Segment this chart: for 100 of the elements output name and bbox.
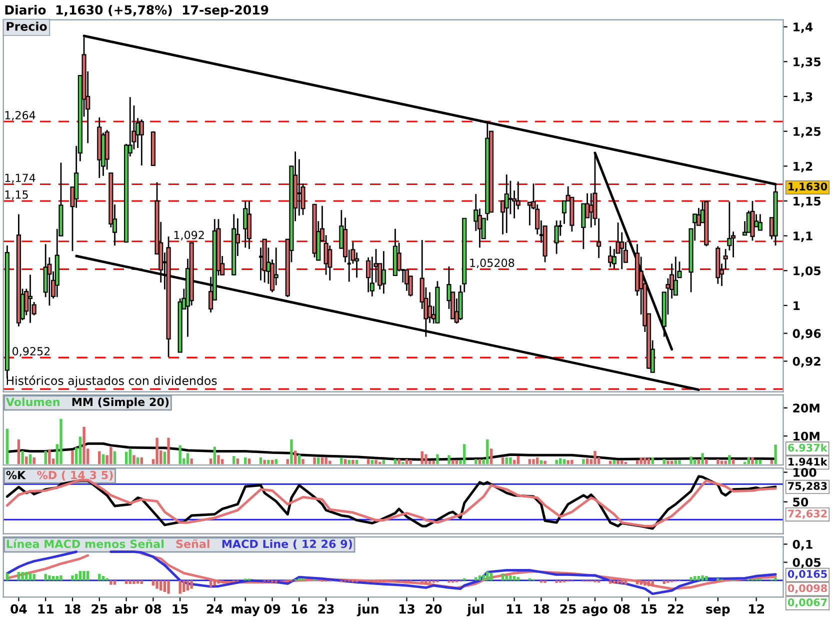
- bar: [78, 570, 82, 580]
- bar: [110, 580, 112, 585]
- x-tick-label: 04: [10, 604, 27, 614]
- bar: [102, 576, 105, 580]
- annotation: Históricos ajustados con dividendos: [6, 375, 217, 388]
- candlestick: [673, 256, 678, 296]
- bar: [98, 574, 101, 580]
- bar: [662, 580, 666, 584]
- bar: [512, 576, 516, 580]
- bar: [290, 439, 293, 464]
- candlestick: [554, 220, 559, 255]
- bar: [6, 428, 9, 464]
- bar: [716, 459, 720, 464]
- candlestick: [723, 248, 728, 270]
- y-tick-label: 1,35: [794, 57, 821, 68]
- bar: [694, 459, 696, 464]
- ref-line-label: 1,264: [5, 110, 36, 121]
- y-axis-title: Precio: [6, 22, 47, 31]
- bar: [163, 580, 166, 592]
- chart-title: Diario 1,1630 (+5,78%) 17-sep-2019: [5, 4, 268, 18]
- y-tick-label: 1,4: [794, 22, 813, 33]
- bar: [167, 438, 170, 464]
- bar: [697, 459, 700, 464]
- bar: [474, 577, 478, 580]
- x-tick-label: 11: [507, 604, 522, 614]
- bar: [82, 426, 86, 464]
- text: MACD Line ( 12 26 9): [222, 539, 352, 550]
- ref-line-label: 1,15: [5, 190, 28, 200]
- bar: [324, 457, 328, 464]
- bar: [71, 450, 74, 464]
- series-label: Volumen: [6, 397, 60, 406]
- text: MM (Simple 20): [72, 397, 169, 408]
- candlestick: [620, 232, 624, 270]
- bar: [78, 436, 82, 464]
- bar: [516, 577, 520, 580]
- bar: [286, 459, 289, 464]
- bar: [616, 460, 620, 464]
- bar: [124, 452, 128, 464]
- bar: [274, 459, 278, 464]
- x-tick-label: 08: [145, 604, 162, 614]
- bar: [620, 460, 624, 464]
- bar: [86, 570, 90, 580]
- bar: [405, 459, 408, 464]
- bar: [666, 580, 670, 583]
- y-tick-label: 0,96: [792, 329, 821, 340]
- bar: [28, 454, 32, 464]
- bar: [478, 459, 482, 464]
- candlestick: [370, 256, 374, 298]
- x-tick-label: 11: [38, 604, 54, 614]
- y-tick-label: 1,3: [794, 92, 812, 103]
- bar: [701, 575, 704, 580]
- bar: [217, 580, 220, 584]
- x-tick-label: sep: [706, 606, 730, 616]
- candlestick: [396, 242, 402, 272]
- bar: [186, 453, 190, 464]
- bar: [532, 459, 535, 464]
- bar: [690, 456, 692, 464]
- bar: [213, 580, 216, 586]
- bar: [6, 573, 9, 580]
- bar: [186, 580, 190, 591]
- bar: [501, 574, 504, 580]
- ref-line-label: 0,9252: [12, 347, 50, 357]
- y-tick-label: 1,1: [794, 232, 812, 242]
- bar: [678, 460, 681, 464]
- annotation: 0,0098: [788, 584, 827, 594]
- bar: [128, 449, 132, 464]
- bar: [582, 459, 585, 464]
- y-tick-label: 100: [794, 468, 816, 477]
- bar: [82, 570, 86, 580]
- bar: [52, 576, 55, 580]
- bar: [640, 457, 642, 464]
- bar: [586, 458, 589, 464]
- bar: [178, 445, 182, 464]
- bar: [662, 459, 666, 464]
- y-tick-label: 0,1: [792, 540, 812, 550]
- bar: [694, 576, 696, 580]
- bar: [352, 460, 354, 464]
- bar: [248, 458, 251, 464]
- series-label: Señal: [176, 539, 210, 548]
- annotation: 0,0067: [788, 598, 827, 608]
- x-tick-label: 13: [399, 604, 414, 614]
- bar: [263, 460, 266, 464]
- x-tick-label: 15: [641, 604, 657, 614]
- annotation: 72,632: [788, 510, 827, 519]
- bar: [624, 580, 628, 584]
- x-tick-label: abr: [115, 604, 138, 614]
- bar: [690, 577, 692, 580]
- bar: [474, 459, 478, 464]
- candlestick: [581, 203, 586, 250]
- bar: [156, 580, 158, 589]
- candlestick: [677, 260, 682, 278]
- bar: [509, 457, 512, 464]
- bar: [544, 580, 546, 583]
- bar: [428, 580, 432, 583]
- annotation: 6.937k: [788, 444, 828, 452]
- bar: [152, 580, 155, 586]
- bar: [294, 450, 297, 464]
- bar: [190, 580, 193, 589]
- bar: [102, 454, 105, 464]
- bar: [616, 580, 620, 584]
